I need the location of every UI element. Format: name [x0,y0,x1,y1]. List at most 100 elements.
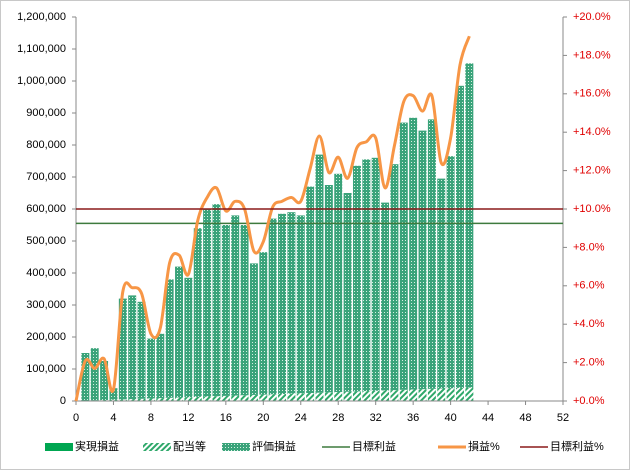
bar [400,123,408,390]
bar [269,219,277,395]
y-tick-label: 700,000 [26,171,66,183]
bar [184,278,192,397]
bar [316,393,324,401]
bar [287,212,295,393]
bar [447,156,455,388]
y2-tick-label: +14.0% [573,126,611,138]
legend-label: 評価損益 [252,439,296,453]
legend-label: 目標利益% [550,439,604,453]
bar [400,390,408,401]
y2-tick-label: +12.0% [573,165,611,177]
bar [194,397,202,401]
bar [128,295,136,399]
x-tick-label: 8 [148,412,154,424]
bar [447,388,455,401]
y2-tick-label: +6.0% [573,280,605,292]
bar [194,228,202,397]
bar [456,86,464,388]
bar [203,397,211,401]
bar [166,279,174,397]
bar [465,388,473,401]
y-tick-label: 100,000 [26,363,66,375]
y-tick-label: 600,000 [26,203,66,215]
bar [213,396,221,401]
bar [419,389,427,401]
bar [175,267,183,398]
bar [259,395,267,401]
x-tick-label: 12 [182,412,194,424]
y2-tick-label: +4.0% [573,318,605,330]
y-tick-label: 0 [60,395,66,407]
bar [297,215,305,393]
bar [156,334,164,398]
bar [437,389,445,401]
legend-label: 損益% [468,439,500,453]
x-tick-label: 16 [220,412,232,424]
bar [381,203,389,391]
x-tick-label: 44 [482,412,494,424]
bar [419,131,427,390]
legend-label: 配当等 [173,439,206,453]
y-tick-label: 300,000 [26,299,66,311]
bar [362,391,370,401]
bar [147,339,155,399]
y2-tick-label: +0.0% [573,395,605,407]
bar [269,394,277,401]
x-tick-label: 48 [519,412,531,424]
bar [278,394,286,401]
bar [278,214,286,394]
x-tick-label: 40 [444,412,456,424]
y2-tick-label: +18.0% [573,49,611,61]
bar [138,302,146,399]
bar [250,395,258,401]
bar [456,388,464,401]
bar [428,389,436,401]
y-tick-label: 800,000 [26,139,66,151]
bar [390,164,398,390]
bar [213,204,221,396]
bar [362,159,370,391]
bar [287,394,295,401]
bar [203,209,211,397]
bar [184,397,192,401]
y-tick-label: 1,200,000 [17,11,66,23]
bar [334,392,342,401]
bar [297,393,305,401]
bar [372,158,380,391]
x-tick-label: 0 [73,412,79,424]
bar [231,396,239,401]
bar [325,392,333,401]
bar [390,390,398,401]
bar [250,263,258,395]
y-tick-label: 1,000,000 [17,75,66,87]
y2-tick-label: +8.0% [573,241,605,253]
x-tick-label: 20 [257,412,269,424]
x-tick-label: 4 [110,412,116,424]
bar [316,155,324,393]
bar [353,166,361,392]
bar [91,348,99,400]
bar [428,119,436,388]
y2-tick-label: +2.0% [573,357,605,369]
legend-label: 目標利益 [352,439,396,453]
bar [409,389,417,401]
x-tick-label: 32 [370,412,382,424]
x-tick-label: 52 [557,412,569,424]
x-tick-label: 24 [295,412,307,424]
bar [437,179,445,389]
bar [465,63,473,387]
bar [325,185,333,392]
legend-swatch [45,443,73,451]
y-tick-label: 200,000 [26,331,66,343]
bar [353,391,361,401]
legend-swatch [143,443,171,451]
bar [344,392,352,401]
bar [175,397,183,401]
bar [222,225,230,396]
bar [372,391,380,401]
y2-tick-label: +16.0% [573,88,611,100]
bar [241,225,249,395]
y-tick-label: 400,000 [26,267,66,279]
x-tick-label: 36 [407,412,419,424]
